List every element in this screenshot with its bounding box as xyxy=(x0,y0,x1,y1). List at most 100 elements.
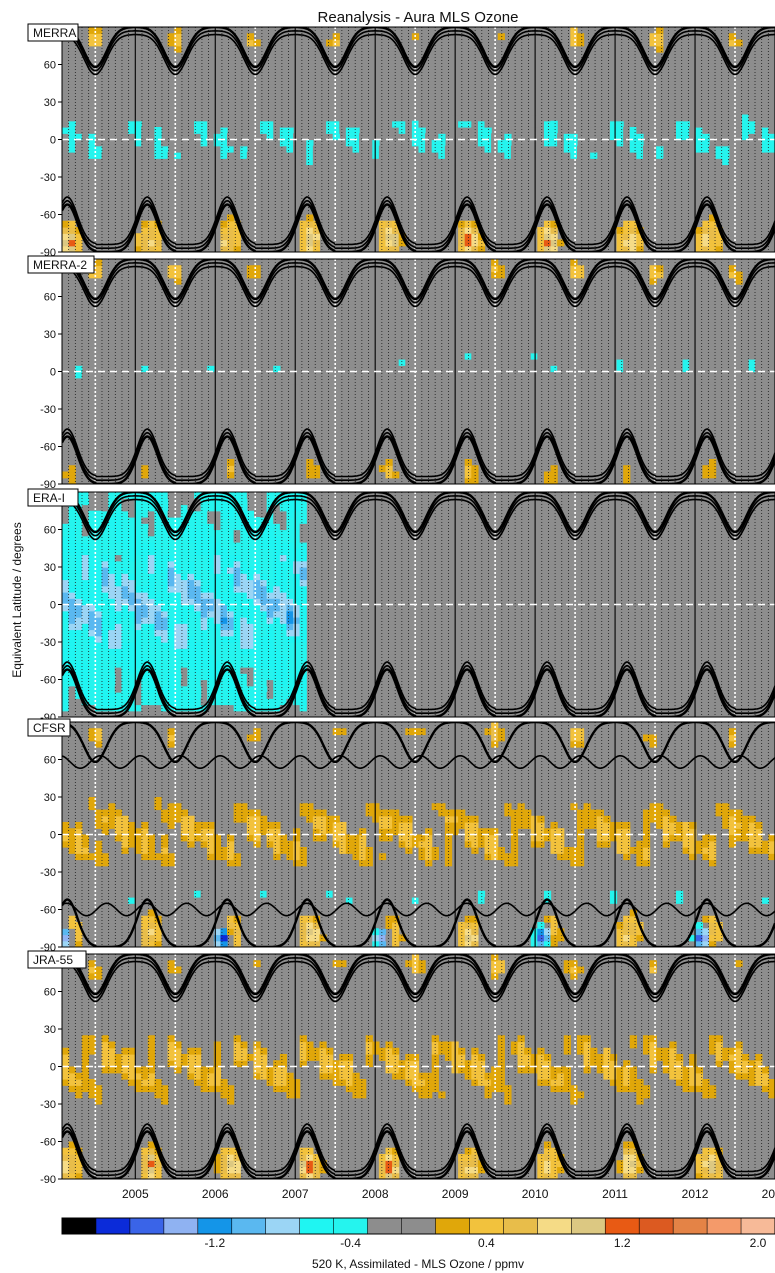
heatmap-cell xyxy=(464,459,472,466)
heatmap-cell xyxy=(134,120,142,128)
panel-name: MERRA-2 xyxy=(33,258,87,272)
heatmap-cell xyxy=(213,660,222,668)
heatmap-cell xyxy=(68,623,76,631)
heatmap-cell xyxy=(68,120,76,128)
heatmap-cell xyxy=(233,1154,241,1161)
heatmap-cell xyxy=(636,371,644,379)
heatmap-cell xyxy=(293,510,301,518)
heatmap-cell xyxy=(88,673,96,681)
heatmap-cell xyxy=(147,598,156,606)
heatmap-cell xyxy=(735,1047,743,1055)
heatmap-cell xyxy=(253,654,261,662)
heatmap-cell xyxy=(233,567,241,574)
heatmap-cell xyxy=(517,164,525,172)
heatmap-cell xyxy=(286,685,294,693)
heatmap-cell xyxy=(147,1079,156,1086)
heatmap-cell xyxy=(174,152,182,159)
heatmap-cell xyxy=(266,654,274,662)
heatmap-cell xyxy=(642,152,651,159)
heatmap-cell xyxy=(266,523,274,531)
heatmap-cell xyxy=(517,1041,525,1049)
heatmap-cell xyxy=(147,853,156,861)
y-tick-label: 60 xyxy=(44,755,56,767)
heatmap-cell xyxy=(332,890,340,898)
heatmap-cell xyxy=(352,847,360,854)
heatmap-cell xyxy=(121,573,129,581)
heatmap-cell xyxy=(563,377,571,385)
heatmap-cell xyxy=(537,359,545,366)
heatmap-cell xyxy=(378,822,387,829)
panel-name-box xyxy=(27,23,79,42)
colorbar-tick-label: 1.2 xyxy=(614,1236,631,1250)
heatmap-cell xyxy=(95,734,103,742)
heatmap-cell xyxy=(213,498,222,506)
heatmap-cell xyxy=(154,704,162,712)
heatmap-cell xyxy=(431,1047,439,1055)
heatmap-cell xyxy=(187,579,195,587)
heatmap-cell xyxy=(708,245,717,252)
heatmap-cell xyxy=(662,840,670,848)
heatmap-cell xyxy=(755,847,763,854)
heatmap-cell xyxy=(213,560,222,568)
heatmap-cell xyxy=(161,692,169,699)
heatmap-cell xyxy=(735,271,743,279)
heatmap-cell xyxy=(207,679,215,687)
heatmap-cell xyxy=(121,567,129,574)
heatmap-cell xyxy=(167,859,175,867)
heatmap-cell xyxy=(299,803,307,811)
heatmap-cell xyxy=(180,529,189,537)
heatmap-cell xyxy=(95,39,103,47)
heatmap-cell xyxy=(616,120,624,128)
heatmap-cell xyxy=(108,623,116,631)
heatmap-cell xyxy=(636,934,644,942)
heatmap-cell xyxy=(339,1066,347,1074)
heatmap-cell xyxy=(128,604,136,612)
heatmap-cell xyxy=(629,1154,637,1161)
heatmap-cell xyxy=(227,145,235,153)
heatmap-cell xyxy=(715,1041,723,1049)
heatmap-cell xyxy=(471,245,479,252)
heatmap-cell xyxy=(174,567,182,574)
heatmap-cell xyxy=(114,667,123,674)
heatmap-cell xyxy=(299,704,307,712)
heatmap-cell xyxy=(200,673,208,681)
heatmap-cell xyxy=(187,114,195,122)
heatmap-cell xyxy=(623,1072,631,1080)
heatmap-cell xyxy=(81,648,90,656)
heatmap-cell xyxy=(141,1166,149,1174)
heatmap-cell xyxy=(114,1054,123,1061)
heatmap-cell xyxy=(108,492,116,499)
heatmap-cell xyxy=(708,922,717,929)
heatmap-cell xyxy=(722,164,730,172)
heatmap-cell xyxy=(471,840,479,848)
heatmap-cell xyxy=(550,1085,558,1093)
heatmap-cell xyxy=(187,359,195,366)
heatmap-cell xyxy=(570,384,578,391)
heatmap-cell xyxy=(662,809,670,817)
heatmap-cell xyxy=(167,966,175,974)
heatmap-cell xyxy=(161,679,169,687)
heatmap-cell xyxy=(675,890,684,898)
heatmap-cell xyxy=(194,592,202,599)
heatmap-cell xyxy=(174,33,182,41)
heatmap-cell xyxy=(200,371,208,379)
heatmap-cell xyxy=(246,114,255,122)
heatmap-cell xyxy=(299,145,307,153)
heatmap-cell xyxy=(88,1079,96,1086)
heatmap-cell xyxy=(596,108,604,116)
heatmap-cell xyxy=(108,809,116,817)
heatmap-cell xyxy=(557,840,565,848)
heatmap-cell xyxy=(431,145,439,153)
heatmap-cell xyxy=(266,617,274,624)
heatmap-cell xyxy=(761,897,769,904)
heatmap-cell xyxy=(220,233,228,241)
heatmap-cell xyxy=(187,517,195,524)
heatmap-cell xyxy=(616,928,624,936)
heatmap-cell xyxy=(570,271,578,279)
heatmap-cell xyxy=(161,815,169,823)
heatmap-cell xyxy=(174,642,182,649)
heatmap-cell xyxy=(88,271,96,279)
heatmap-cell xyxy=(570,803,578,811)
